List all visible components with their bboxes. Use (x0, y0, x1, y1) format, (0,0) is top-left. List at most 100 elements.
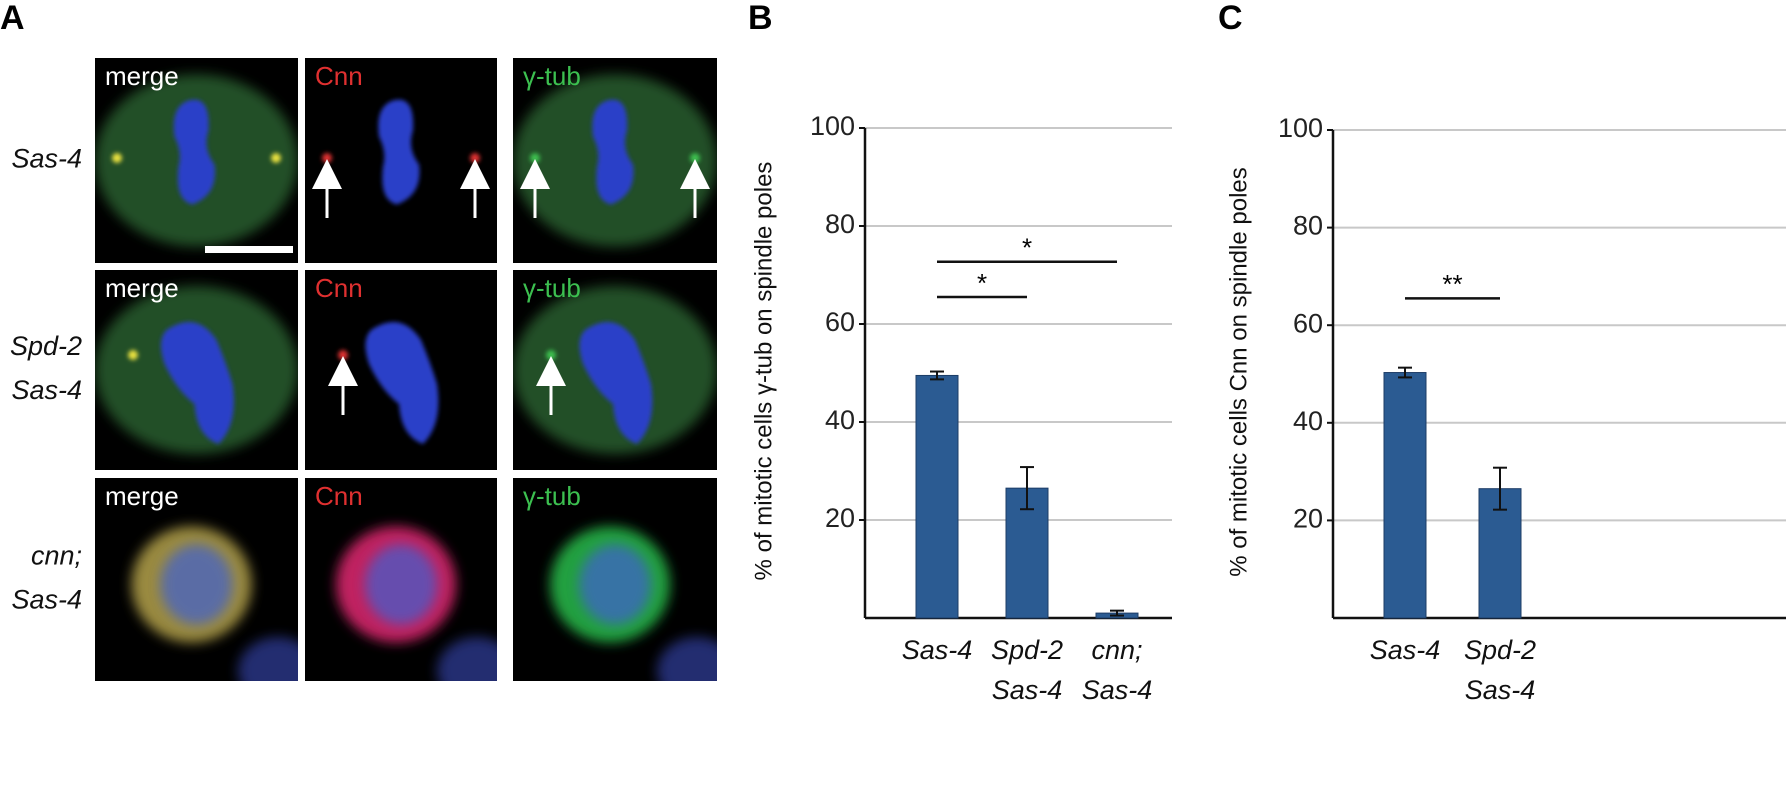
panel-label: A (0, 0, 25, 37)
x-tick-label-line: Sas-4 (1082, 675, 1153, 705)
image-content (312, 99, 490, 218)
x-tick-label-line: Sas-4 (992, 675, 1063, 705)
y-axis-label: % of mitotic cells γ-tub on spindle pole… (750, 162, 777, 581)
y-tick-label: 80 (1293, 211, 1323, 241)
micrograph: γ-tub (513, 270, 717, 470)
microscopy-grid: Sas-4 merge Cnn γ-tub Spd-2 Sas-4 merge Cnn γ-tu… (10, 58, 717, 681)
channel-label: γ-tub (523, 273, 581, 303)
x-tick-label-line: Sas-4 (1465, 675, 1536, 705)
x-tick-label: Spd-2 Sas-4 (1464, 635, 1536, 705)
scale-bar (205, 246, 293, 253)
channel-label: Cnn (315, 61, 363, 91)
nucleus (365, 544, 437, 625)
image-content (95, 286, 298, 454)
micrograph: Cnn (305, 270, 497, 470)
neighbor-cell (657, 637, 717, 681)
error-bar (1020, 466, 1034, 511)
y-tick-label: 100 (1278, 113, 1323, 143)
panel-label: B (748, 0, 773, 37)
panel-label: C (1218, 0, 1243, 37)
chromatin (173, 99, 216, 205)
image-content (550, 526, 717, 681)
y-tick-label: 80 (825, 209, 855, 239)
image-content (95, 74, 298, 253)
channel-label: γ-tub (523, 61, 581, 91)
image-content (336, 526, 497, 681)
micrograph: merge (95, 478, 298, 681)
chart: 20 40 60 80 100 % of mitotic cells Cnn on spi… (1225, 113, 1786, 705)
nucleus (160, 544, 233, 625)
micrograph: γ-tub (513, 478, 717, 681)
row-label-line: Spd-2 (10, 331, 82, 361)
bar (1383, 372, 1427, 619)
image-content (131, 526, 298, 681)
centrosome (470, 153, 480, 163)
channel-label: merge (105, 61, 179, 91)
image-content (513, 286, 717, 454)
y-tick-label: 20 (1293, 504, 1323, 534)
y-tick-label: 40 (825, 405, 855, 435)
y-tick-label: 60 (825, 307, 855, 337)
micrograph: Cnn (305, 478, 497, 681)
row-label-line: Sas-4 (11, 144, 82, 174)
centrosome (690, 153, 700, 163)
channel-label: Cnn (315, 273, 363, 303)
row-label: cnn; Sas-4 (11, 541, 82, 615)
chromatin (592, 99, 634, 205)
y-axis-label: % of mitotic cells Cnn on spindle poles (1225, 167, 1252, 577)
significance-label: * (1022, 233, 1032, 263)
micrograph: γ-tub (513, 58, 717, 263)
channel-label: Cnn (315, 481, 363, 511)
micrograph: Cnn (305, 58, 497, 263)
x-tick-label-line: cnn; (1091, 635, 1142, 665)
row-label: Sas-4 (11, 144, 82, 174)
x-tick-label: cnn; Sas-4 (1082, 635, 1153, 705)
error-bar (1493, 466, 1507, 511)
chromatin (378, 99, 420, 205)
chromatin (365, 322, 439, 444)
x-tick-label-line: Sas-4 (902, 635, 973, 665)
x-tick-label: Sas-4 (1370, 635, 1441, 665)
y-tick-label: 100 (810, 111, 855, 141)
chromatin (160, 322, 234, 444)
x-tick-label: Sas-4 (902, 635, 973, 665)
neighbor-cell (238, 637, 298, 681)
error-bar (1398, 366, 1412, 379)
centrosome (546, 350, 556, 360)
centrosome (271, 153, 281, 163)
row-label: Spd-2 Sas-4 (10, 331, 82, 405)
nucleus (579, 544, 651, 625)
x-tick-label-line: Sas-4 (1370, 635, 1441, 665)
centrosome (128, 350, 138, 360)
bar (915, 374, 959, 619)
x-tick-label-line: Spd-2 (1464, 635, 1536, 665)
micrograph: merge (95, 58, 298, 263)
centrosome (530, 153, 540, 163)
chart: 20 40 60 80 100 % of mitotic cells γ-tub on s… (750, 111, 1172, 705)
image-content (328, 322, 439, 444)
channel-label: merge (105, 481, 179, 511)
channel-label: γ-tub (523, 481, 581, 511)
channel-label: merge (105, 273, 179, 303)
centrosome (338, 350, 348, 360)
significance-label: * (977, 268, 987, 298)
significance-label: ** (1442, 269, 1462, 299)
x-tick-label: Spd-2 Sas-4 (991, 635, 1063, 705)
x-tick-label-line: Spd-2 (991, 635, 1063, 665)
y-tick-label: 40 (1293, 406, 1323, 436)
charts: 20 40 60 80 100 % of mitotic cells γ-tub on s… (750, 111, 1786, 705)
image-content (513, 74, 717, 247)
y-tick-label: 20 (825, 503, 855, 533)
neighbor-cell (437, 637, 497, 681)
row-label-line: Sas-4 (11, 585, 82, 615)
error-bar (1110, 609, 1124, 617)
chromatin (579, 322, 653, 444)
centrosome (322, 153, 332, 163)
centrosome (112, 153, 122, 163)
row-label-line: Sas-4 (11, 375, 82, 405)
micrograph: merge (95, 270, 298, 470)
y-tick-label: 60 (1293, 308, 1323, 338)
error-bar (930, 370, 944, 381)
row-label-line: cnn; (31, 541, 82, 571)
